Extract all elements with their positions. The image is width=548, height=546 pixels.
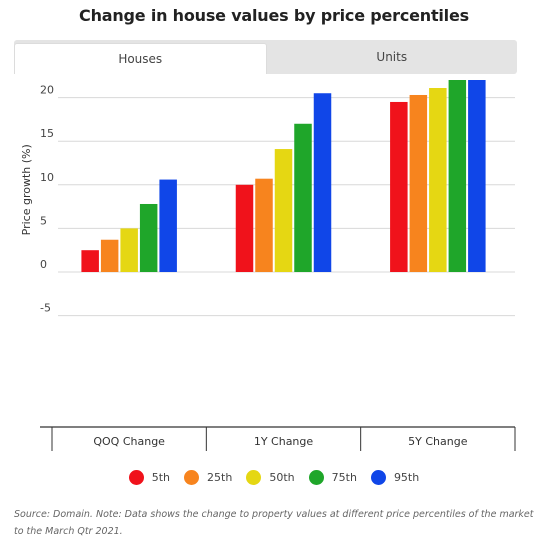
bar-50th-1y-change [274, 149, 293, 272]
bar-25th-qoq-change [100, 239, 119, 272]
legend-label-50th: 50th [269, 471, 295, 484]
bar-5th-qoq-change [81, 250, 99, 272]
tab-bar: Houses Units [14, 40, 517, 74]
legend-item-25th[interactable]: 25th [184, 470, 232, 485]
tab-houses[interactable]: Houses [14, 43, 267, 74]
legend-swatch-5th [128, 470, 144, 485]
legend-item-5th[interactable]: 5th [128, 470, 171, 485]
y-tick-label: -5 [40, 302, 51, 315]
bar-50th-5y-change [429, 88, 447, 273]
y-tick-label: 15 [40, 127, 54, 140]
bar-5th-1y-change [235, 184, 254, 272]
bar-25th-1y-change [255, 178, 273, 272]
legend-label-25th: 25th [207, 471, 233, 484]
bar-50th-qoq-change [120, 228, 138, 272]
bar-95th-5y-change [468, 80, 486, 272]
bar-75th-1y-change [294, 123, 312, 272]
bar-75th-qoq-change [139, 203, 158, 272]
y-tick-label: 20 [40, 84, 54, 97]
x-tick-label: QOQ Change [93, 435, 165, 448]
legend-item-50th[interactable]: 50th [246, 470, 295, 485]
legend-item-95th[interactable]: 95th [370, 470, 420, 485]
x-tick-label: 5Y Change [408, 435, 468, 448]
bar-75th-5y-change [448, 80, 467, 272]
chart-title: Change in house values by price percenti… [79, 6, 469, 25]
legend-item-75th[interactable]: 75th [308, 470, 357, 485]
legend-label-95th: 95th [393, 471, 420, 484]
y-tick-label: 10 [40, 171, 54, 184]
tab-units[interactable]: Units [376, 50, 408, 64]
bar-95th-1y-change [313, 93, 332, 273]
legend-label-5th: 5th [151, 471, 171, 484]
y-tick-label: 5 [40, 214, 47, 227]
x-tick-label: 1Y Change [254, 435, 314, 448]
legend-swatch-25th [184, 470, 200, 485]
legend-swatch-75th [308, 470, 324, 485]
bar-chart: -50510152025Price growth (%)QOQ Change1Y… [20, 80, 516, 451]
legend-swatch-50th [246, 470, 262, 485]
chart-legend: 5th 25th 50th 75th 95th [0, 470, 548, 485]
bar-95th-qoq-change [159, 179, 177, 272]
legend-swatch-95th [370, 470, 386, 485]
bar-25th-5y-change [409, 94, 428, 272]
bar-5th-5y-change [390, 101, 408, 273]
source-note: Source: Domain. Note: Data shows the cha… [14, 509, 534, 537]
y-tick-label: 0 [40, 258, 47, 271]
y-axis-label: Price growth (%) [20, 144, 33, 235]
legend-label-75th: 75th [331, 471, 357, 484]
